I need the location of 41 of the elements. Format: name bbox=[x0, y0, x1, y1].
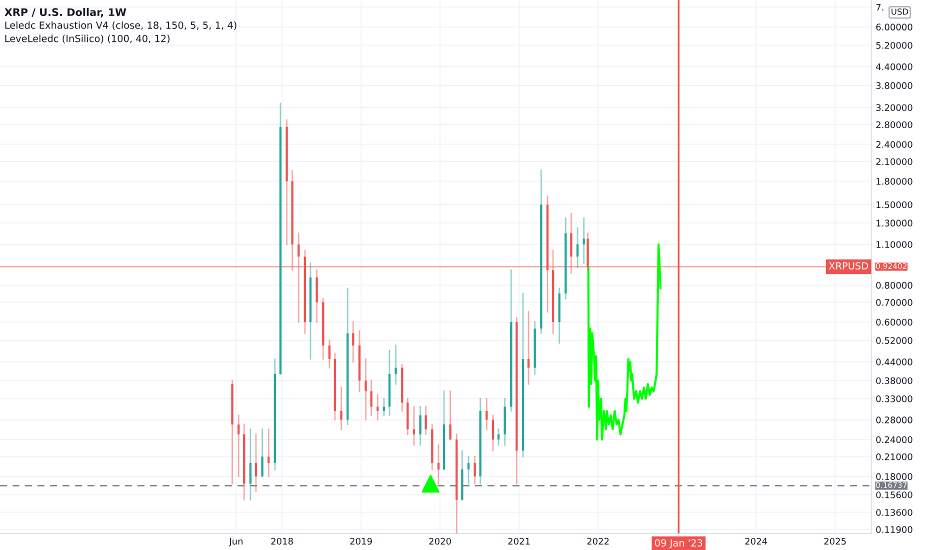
y-tick-label: 3.80000 bbox=[876, 82, 912, 89]
y-tick-label: 2.40000 bbox=[876, 141, 912, 148]
x-tick-label: 2025 bbox=[824, 538, 846, 545]
y-tick-label: 0.11900 bbox=[876, 526, 912, 534]
y-tick-label: 2.80000 bbox=[876, 121, 912, 128]
x-tick-label: Jun bbox=[228, 538, 243, 546]
text: USD bbox=[892, 8, 908, 15]
x-tick-label: 2024 bbox=[745, 538, 768, 545]
y-tick-label: 0.18000 bbox=[876, 473, 912, 480]
ref-line-label: 09 Jan '23 bbox=[655, 539, 702, 548]
y-tick-label: 1.80000 bbox=[876, 178, 912, 185]
y-tick-label: 0.44000 bbox=[876, 358, 912, 366]
y-tick-label: 0.21000 bbox=[876, 453, 912, 460]
y-tick-label: 0.80000 bbox=[876, 282, 912, 289]
y-tick-label: 0.70000 bbox=[876, 299, 912, 306]
y-tick-label: 5.20000 bbox=[876, 42, 912, 49]
annotation: XRPUSD bbox=[828, 262, 868, 270]
y-tick-label: 3.20000 bbox=[876, 104, 912, 112]
x-tick-label: 2020 bbox=[429, 538, 451, 545]
x-tick-label: 2019 bbox=[350, 538, 372, 545]
annotation: LeveLeledc (InSilico) (100, 40, 12) bbox=[5, 34, 170, 44]
y-tick-label: 2.10000 bbox=[876, 158, 912, 166]
y-tick-label: 7. bbox=[876, 4, 884, 11]
y-tick-label: 0.24000 bbox=[876, 436, 912, 444]
text: Leledc Exhaustion V4 (close, 18, 150, 5, 5, 1, 4) bbox=[5, 21, 236, 30]
x-tick-label: 2018 bbox=[271, 538, 293, 545]
y-tick-label: 0.13600 bbox=[876, 509, 912, 516]
x-tick-label: 2022 bbox=[587, 538, 609, 545]
y-tick-label: 0.28000 bbox=[876, 416, 912, 424]
text: XRP / U.S. Dollar, 1W bbox=[4, 8, 126, 18]
y-tick-label: 6.00000 bbox=[876, 24, 912, 30]
y-tick-label: 0.15600 bbox=[876, 491, 912, 498]
y-tick-label: 1.50000 bbox=[876, 201, 912, 208]
y-tick-label: 0.33000 bbox=[876, 395, 912, 402]
y-tick-label: 1.10000 bbox=[876, 241, 912, 248]
y-tick-label: 0.52000 bbox=[876, 337, 912, 344]
y-tick-label: 0.60000 bbox=[876, 318, 912, 326]
x-tick-label: 2021 bbox=[508, 538, 530, 545]
y-tick-label: 4.40000 bbox=[876, 63, 912, 70]
y-tick-label: 1.30000 bbox=[876, 220, 912, 226]
y-tick-label: 0.38000 bbox=[876, 377, 912, 384]
